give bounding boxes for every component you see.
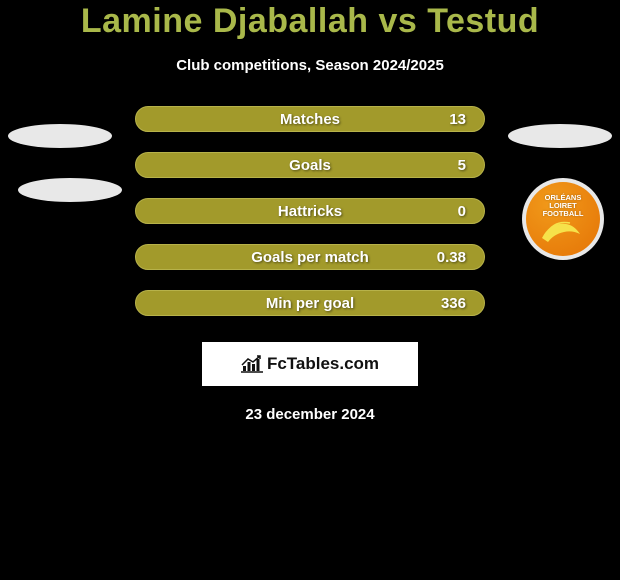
page-subtitle: Club competitions, Season 2024/2025 [176, 57, 444, 74]
stat-value: 0.38 [437, 249, 466, 266]
stat-value: 336 [441, 295, 466, 312]
stat-label: Goals per match [251, 249, 369, 266]
stat-bar-goals-per-match: Goals per match 0.38 [135, 244, 485, 270]
stat-value: 0 [458, 203, 466, 220]
date-text: 23 december 2024 [245, 406, 374, 423]
left-placeholder-badge-2 [18, 178, 122, 202]
stat-label: Goals [289, 157, 331, 174]
stat-bar-min-per-goal: Min per goal 336 [135, 290, 485, 316]
stat-value: 13 [449, 111, 466, 128]
club-logo: ORLÉANS LOIRET FOOTBALL [522, 178, 604, 260]
right-placeholder-badge [508, 124, 612, 148]
stat-label: Matches [280, 111, 340, 128]
fctables-text: FcTables.com [267, 354, 379, 374]
stat-label: Hattricks [278, 203, 342, 220]
stat-bar-hattricks: Hattricks 0 [135, 198, 485, 224]
club-logo-swoosh-icon [540, 214, 584, 244]
fctables-attribution[interactable]: FcTables.com [202, 342, 418, 386]
stat-value: 5 [458, 157, 466, 174]
club-logo-disc: ORLÉANS LOIRET FOOTBALL [526, 182, 600, 256]
bar-chart-icon [241, 355, 263, 373]
stat-bar-goals: Goals 5 [135, 152, 485, 178]
page-title: Lamine Djaballah vs Testud [81, 2, 539, 41]
left-placeholder-badge-1 [8, 124, 112, 148]
stats-list: Matches 13 Goals 5 Hattricks 0 Goals per… [135, 106, 485, 316]
stat-label: Min per goal [266, 295, 354, 312]
stat-bar-matches: Matches 13 [135, 106, 485, 132]
